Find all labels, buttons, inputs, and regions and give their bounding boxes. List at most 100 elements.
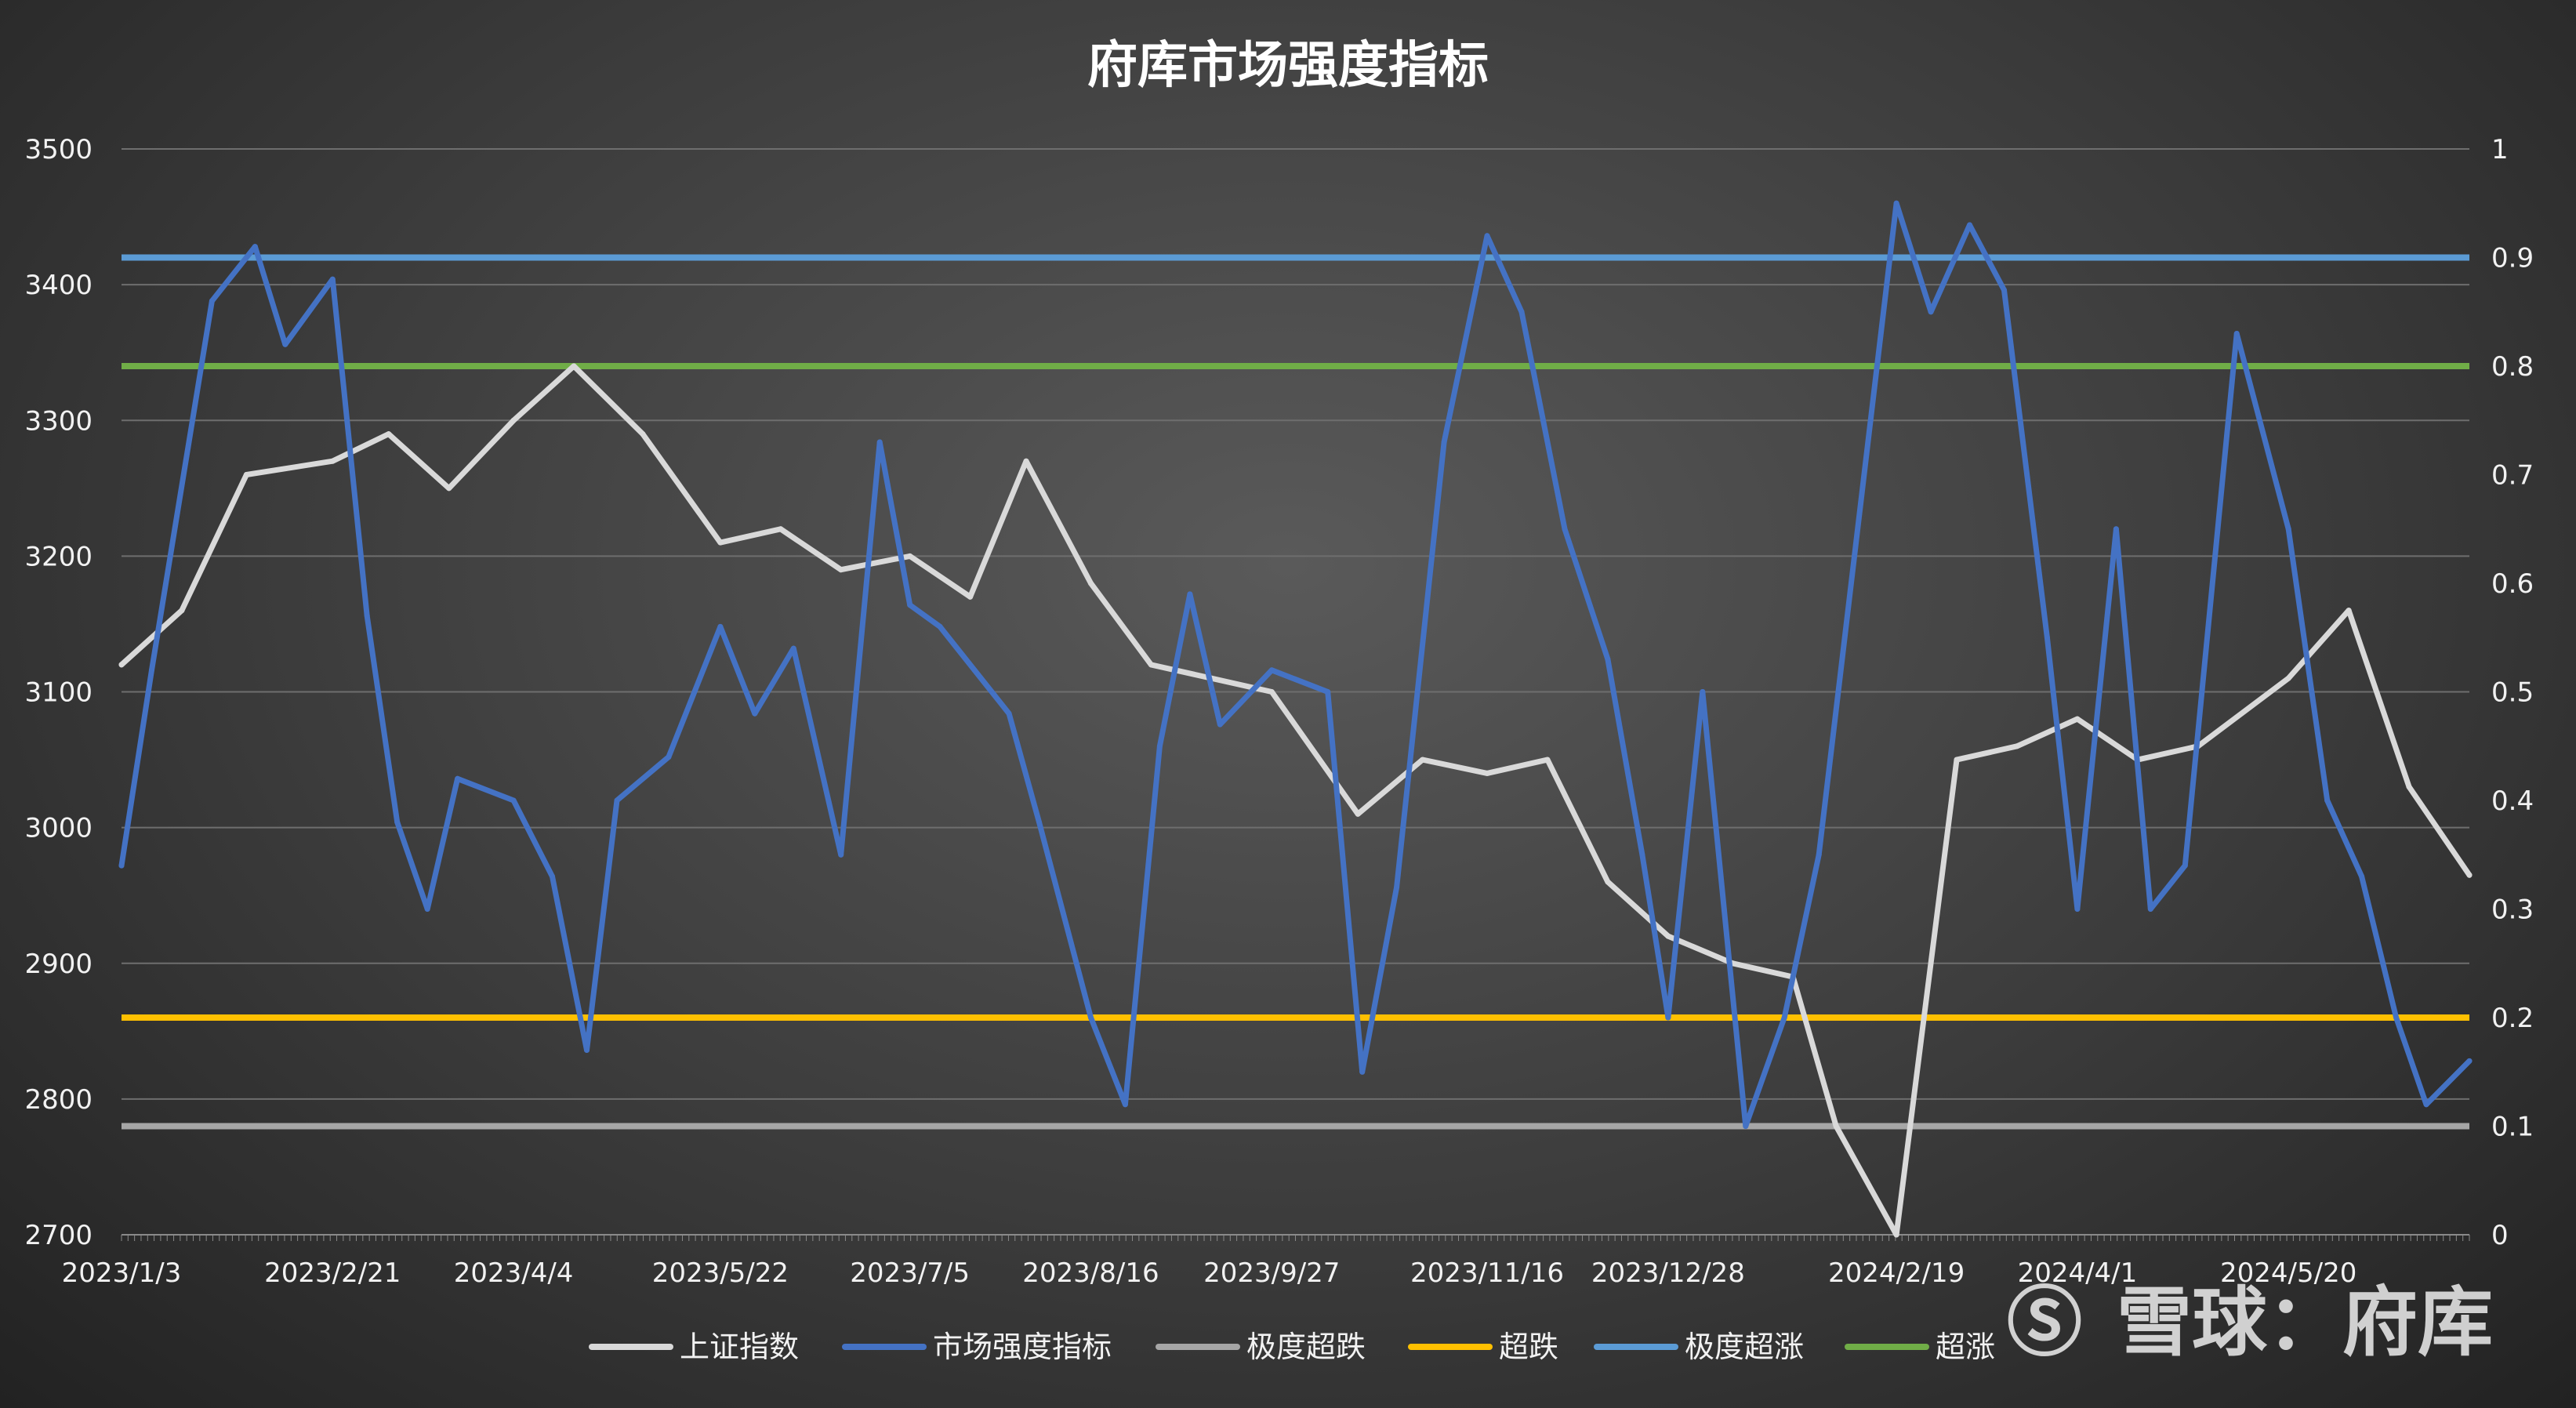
data-point — [584, 1047, 590, 1054]
data-point — [2466, 872, 2473, 878]
x-tick-label: 2023/2/21 — [264, 1257, 401, 1289]
data-point — [424, 906, 430, 912]
data-point — [1562, 526, 1568, 532]
data-point — [1217, 721, 1223, 728]
data-point — [1700, 689, 1706, 695]
data-point — [243, 472, 249, 477]
watermark: Ⓢ 雪球：府库 — [2007, 1279, 2493, 1366]
data-point — [666, 754, 672, 760]
legend-label: 市场强度指标 — [933, 1330, 1112, 1364]
y-axis-left: 2700 2800 2900 3000 3100 3200 3300 3400 3500 — [24, 134, 93, 1251]
data-point — [1484, 770, 1490, 776]
data-point — [252, 244, 258, 250]
data-point — [1006, 710, 1012, 717]
data-point — [2324, 797, 2331, 804]
data-point — [2001, 287, 2007, 293]
data-point — [1355, 811, 1361, 817]
y-left-tick-label: 3400 — [24, 270, 93, 301]
data-point — [838, 567, 844, 573]
data-point — [2147, 906, 2153, 912]
data-point — [876, 439, 883, 445]
data-point — [1967, 222, 1973, 228]
data-point — [1036, 819, 1043, 826]
y-right-tick-label: 0.7 — [2491, 460, 2534, 492]
watermark-text: 雪球：府库 — [2117, 1279, 2493, 1366]
y-right-tick-label: 0.2 — [2491, 1003, 2534, 1034]
data-point — [1954, 757, 1960, 763]
data-point — [1816, 851, 1822, 858]
data-point — [118, 862, 125, 869]
series-lines — [118, 200, 2473, 1238]
data-point — [640, 431, 646, 437]
data-point — [2466, 1058, 2473, 1064]
data-point — [967, 593, 974, 600]
x-tick-label: 2023/8/16 — [1022, 1257, 1159, 1289]
y-left-tick-label: 3000 — [24, 813, 93, 844]
y-right-tick-label: 0.6 — [2491, 568, 2534, 600]
data-point — [1665, 933, 1671, 939]
data-point — [2406, 784, 2412, 790]
x-tick-label: 2023/11/16 — [1410, 1257, 1564, 1289]
data-point — [1420, 757, 1426, 763]
y-left-tick-label: 2700 — [24, 1220, 93, 1251]
data-point — [2393, 1014, 2400, 1021]
data-point — [329, 458, 336, 464]
x-tick-label: 2024/4/1 — [2018, 1257, 2138, 1289]
y-right-tick-label: 0.9 — [2491, 243, 2534, 274]
data-point — [1893, 1232, 1899, 1238]
series-line-上证指数 — [118, 363, 2473, 1238]
data-point — [571, 363, 577, 369]
data-point — [1833, 1123, 1839, 1129]
data-point — [446, 485, 452, 492]
data-point — [717, 539, 724, 546]
data-point — [2285, 675, 2291, 681]
data-point — [838, 851, 844, 858]
y-right-tick-label: 0.1 — [2491, 1112, 2534, 1143]
data-point — [510, 417, 517, 423]
legend-label: 极度超涨 — [1685, 1330, 1804, 1364]
data-point — [907, 553, 913, 559]
data-point — [1087, 580, 1094, 586]
data-point — [1743, 1123, 1749, 1129]
x-tick-label: 2023/9/27 — [1203, 1257, 1340, 1289]
legend-label: 上证指数 — [680, 1330, 799, 1364]
y-right-tick-label: 0.3 — [2491, 895, 2534, 926]
x-tick-label: 2023/7/5 — [850, 1257, 970, 1289]
data-point — [2044, 634, 2050, 640]
y-right-tick-label: 1 — [2491, 134, 2509, 165]
y-left-tick-label: 3300 — [24, 405, 93, 437]
data-point — [1268, 689, 1275, 695]
chart-title: 府库市场强度指标 — [1087, 37, 1489, 95]
data-point — [2113, 526, 2119, 532]
data-point — [1639, 851, 1645, 858]
legend: 上证指数 市场强度指标 极度超跌 超跌 极度超涨 超涨 — [589, 1330, 1995, 1364]
data-point — [2074, 716, 2081, 722]
y-left-tick-label: 3500 — [24, 134, 93, 165]
data-point — [778, 526, 784, 532]
data-point — [1087, 1014, 1094, 1021]
watermark-logo-icon: Ⓢ — [2007, 1279, 2082, 1366]
data-point — [329, 276, 336, 282]
x-tick-label: 2023/4/4 — [454, 1257, 574, 1289]
data-point — [386, 431, 392, 437]
data-point — [1928, 309, 1934, 315]
data-point — [455, 775, 461, 782]
data-point — [1268, 667, 1275, 673]
data-point — [937, 623, 943, 630]
y-left-tick-label: 3200 — [24, 541, 93, 572]
data-point — [971, 667, 978, 673]
data-point — [2074, 906, 2081, 912]
data-point — [1122, 1101, 1128, 1108]
data-point — [148, 667, 154, 673]
data-point — [1023, 458, 1029, 464]
data-point — [752, 710, 758, 717]
data-point — [1484, 233, 1490, 239]
y-axis-right: 0 0.1 0.2 0.3 0.4 0.5 0.6 0.7 0.8 0.9 1 — [2491, 134, 2534, 1251]
data-point — [1156, 743, 1163, 749]
data-point — [2182, 862, 2188, 869]
data-point — [614, 797, 620, 804]
data-point — [1394, 884, 1400, 891]
data-point — [790, 645, 796, 651]
data-point — [550, 873, 556, 880]
